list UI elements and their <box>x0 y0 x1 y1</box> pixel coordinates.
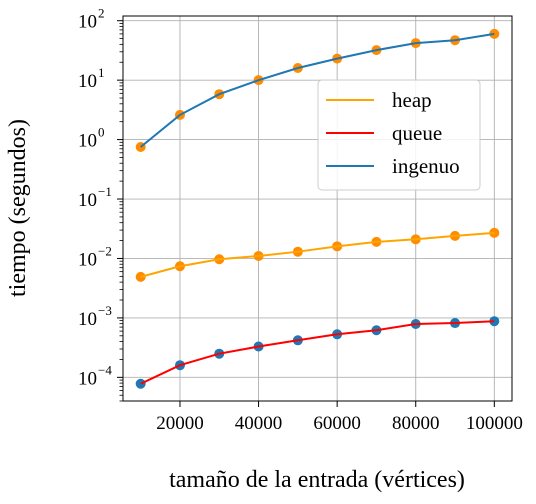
x-tick-label: 60000 <box>313 413 361 434</box>
series-heap <box>135 227 500 282</box>
legend: heap queue ingenuo <box>317 79 481 191</box>
legend-label-ingenuo: ingenuo <box>392 154 460 178</box>
y-tick-exponent: −4 <box>98 362 112 377</box>
series-queue <box>135 316 500 389</box>
x-tick-label: 40000 <box>235 413 283 434</box>
y-tick-exponent: 1 <box>98 65 105 80</box>
y-tick-label: 10 <box>78 131 97 152</box>
plot-series <box>135 28 500 389</box>
x-tick-label: 20000 <box>156 413 204 434</box>
y-tick-label: 10 <box>78 71 97 92</box>
plot-frame <box>122 15 513 402</box>
y-tick-exponent: −1 <box>98 184 112 199</box>
y-tick-exponent: −3 <box>98 303 112 318</box>
y-tick-label: 10 <box>78 368 97 389</box>
legend-label-queue: queue <box>392 121 442 145</box>
grid-lines <box>123 16 512 401</box>
y-tick-label: 10 <box>78 12 97 33</box>
y-tick-label: 10 <box>78 309 97 330</box>
legend-box <box>317 79 481 191</box>
x-axis-label: tamaño de la entrada (vértices) <box>169 467 465 493</box>
y-tick-exponent: 2 <box>98 6 105 21</box>
series-ingenuo <box>135 28 500 153</box>
y-tick-label: 10 <box>78 249 97 270</box>
legend-label-heap: heap <box>392 88 432 112</box>
y-axis-label: tiempo (segundos) <box>5 119 31 297</box>
x-tick-label: 100000 <box>466 413 523 434</box>
x-tick-label: 80000 <box>392 413 440 434</box>
y-tick-exponent: 0 <box>98 125 105 140</box>
series-line-queue <box>140 320 495 385</box>
series-line-heap <box>140 231 495 278</box>
y-tick-label: 10 <box>78 190 97 211</box>
y-tick-exponent: −2 <box>98 243 112 258</box>
series-line-ingenuo <box>140 32 495 148</box>
x-axis: 20000 40000 60000 80000 100000 <box>156 401 523 434</box>
